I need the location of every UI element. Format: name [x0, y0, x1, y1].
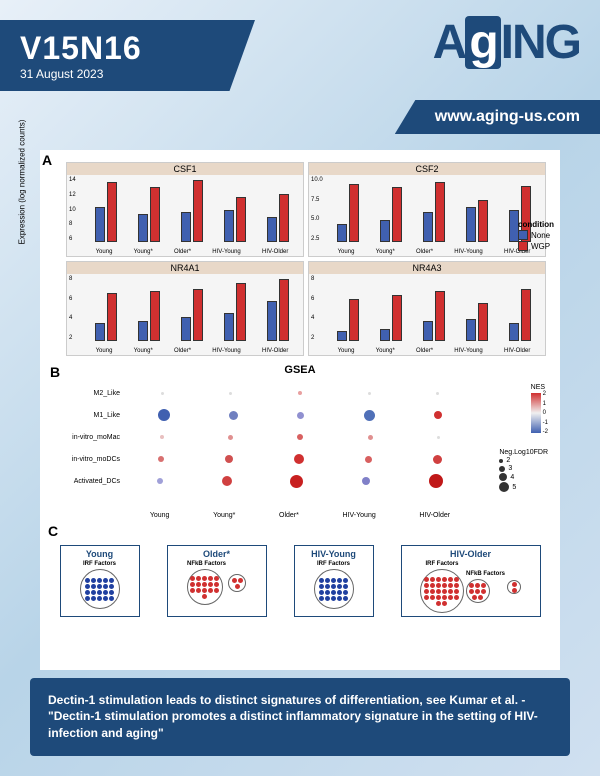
fdr-legend: Neg.Log10FDR 2345: [499, 449, 548, 493]
journal-logo: AgING: [433, 15, 580, 70]
boxplot-chart: NR4A1 8642 YoungYoung*Older*HIV-YoungHIV…: [66, 261, 304, 356]
nes-legend: NES 210-1-2: [531, 384, 548, 435]
gsea-panel: B GSEA M2_LikeM1_Likein-vitro_moMacin-vi…: [48, 364, 552, 519]
gsea-x-labels: YoungYoung*Older*HIV-YoungHIV-Older: [128, 512, 472, 519]
figure-panel: A Expression (log normalized counts) CSF…: [40, 150, 560, 670]
gsea-y-labels: M2_LikeM1_Likein-vitro_moMacin-vitro_moD…: [48, 382, 124, 492]
issue-date: 31 August 2023: [20, 67, 225, 81]
boxplot-chart: CSF2 10.07.55.02.5 YoungYoung*Older*HIV-…: [308, 162, 546, 257]
condition-legend: condition NoneWGP: [518, 220, 554, 252]
boxplot-grid: CSF1 14121086 YoungYoung*Older*HIV-Young…: [66, 162, 552, 356]
y-axis-label: Expression (log normalized counts): [18, 120, 27, 245]
boxplot-chart: CSF1 14121086 YoungYoung*Older*HIV-Young…: [66, 162, 304, 257]
nes-gradient: [531, 393, 541, 433]
issue-banner: V15N16 31 August 2023: [0, 20, 255, 91]
header: V15N16 31 August 2023 AgING: [0, 0, 600, 100]
boxplot-chart: NR4A3 8642 YoungYoung*Older*HIV-YoungHIV…: [308, 261, 546, 356]
gsea-title: GSEA: [48, 364, 552, 376]
legend-title: condition: [518, 220, 554, 229]
gsea-dot-grid: [128, 382, 472, 505]
url-banner[interactable]: www.aging-us.com: [395, 100, 600, 134]
panel-a-label: A: [42, 152, 52, 168]
tf-diagram: YoungIRF FactorsOlder*NFkB FactorsHIV-Yo…: [48, 545, 552, 617]
figure-caption: Dectin-1 stimulation leads to distinct s…: [30, 678, 570, 756]
panel-c-label: C: [48, 523, 552, 539]
issue-number: V15N16: [20, 30, 225, 67]
panel-b-label: B: [50, 364, 60, 380]
